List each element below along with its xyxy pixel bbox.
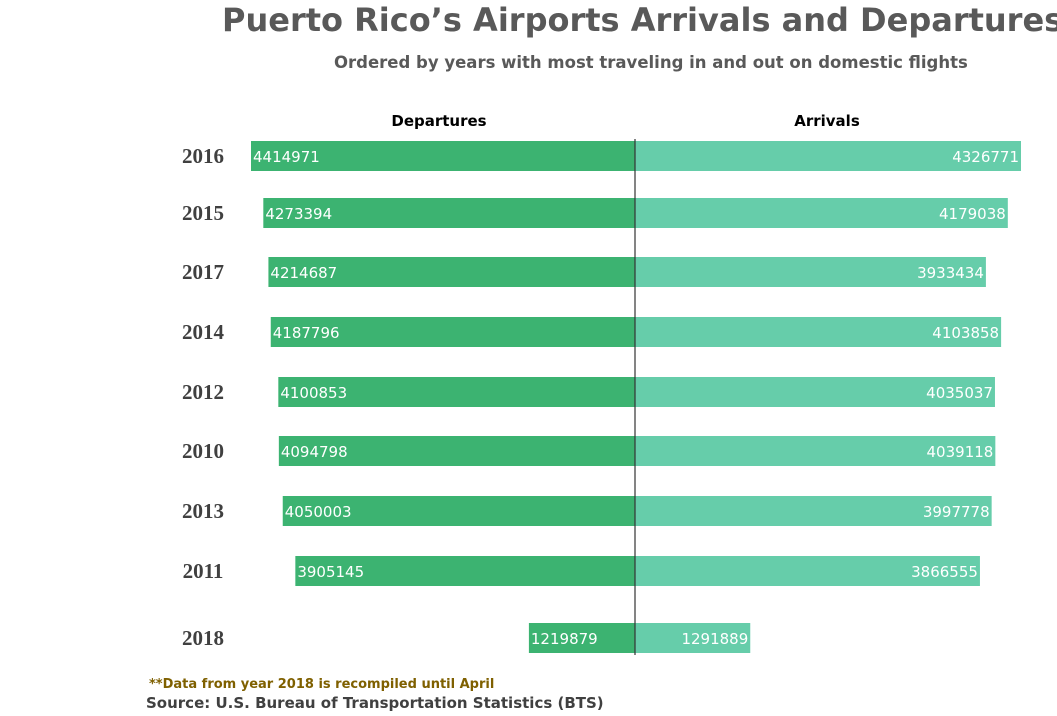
arrivals-header: Arrivals [794, 112, 860, 130]
data-note: **Data from year 2018 is recompiled unti… [149, 677, 495, 692]
departures-bar [268, 257, 635, 287]
arrivals-bar [635, 141, 1021, 171]
departures-value-label: 4050003 [285, 503, 352, 521]
arrivals-bar [635, 257, 986, 287]
departures-value-label: 4214687 [270, 264, 337, 282]
year-label: 2010 [182, 439, 224, 463]
arrivals-value-label: 3997778 [923, 503, 990, 521]
departures-value-label: 4094798 [281, 443, 348, 461]
departures-bar [263, 198, 635, 228]
arrivals-bar [635, 496, 992, 526]
year-label: 2014 [182, 320, 225, 344]
arrivals-value-label: 4179038 [939, 205, 1006, 223]
arrivals-value-label: 4326771 [952, 148, 1019, 166]
year-label: 2015 [182, 201, 224, 225]
arrivals-value-label: 1291889 [681, 630, 748, 648]
year-label: 2016 [182, 144, 224, 168]
arrivals-value-label: 4039118 [927, 443, 994, 461]
arrivals-value-label: 3866555 [911, 563, 978, 581]
year-label: 2017 [182, 260, 224, 284]
departures-bar [270, 317, 635, 347]
arrivals-value-label: 4103858 [932, 324, 999, 342]
arrivals-bar [635, 436, 996, 466]
departures-bar [278, 436, 635, 466]
departures-bar [528, 623, 635, 653]
departures-value-label: 1219879 [531, 630, 598, 648]
arrivals-bar [635, 623, 751, 653]
chart-subtitle: Ordered by years with most traveling in … [334, 53, 968, 72]
departures-bar [282, 496, 635, 526]
arrivals-value-label: 3933434 [917, 264, 984, 282]
arrivals-bar [635, 377, 995, 407]
arrivals-value-label: 4035037 [926, 384, 993, 402]
arrivals-bar [635, 198, 1008, 228]
departures-value-label: 3905145 [297, 563, 364, 581]
year-label: 2012 [182, 380, 224, 404]
arrivals-bar [635, 556, 980, 586]
source-label: Source: U.S. Bureau of Transportation St… [146, 694, 604, 712]
departures-header: Departures [391, 112, 486, 130]
departures-value-label: 4100853 [280, 384, 347, 402]
departures-value-label: 4414971 [253, 148, 320, 166]
year-label: 2011 [183, 559, 224, 583]
departures-value-label: 4273394 [265, 205, 332, 223]
departures-bar [251, 141, 635, 171]
departures-bar [295, 556, 635, 586]
departures-bar [278, 377, 635, 407]
year-label: 2013 [182, 499, 224, 523]
chart-title: Puerto Rico’s Airports Arrivals and Depa… [222, 1, 1057, 39]
arrivals-bar [635, 317, 1002, 347]
year-label: 2018 [182, 626, 224, 650]
departures-value-label: 4187796 [273, 324, 340, 342]
